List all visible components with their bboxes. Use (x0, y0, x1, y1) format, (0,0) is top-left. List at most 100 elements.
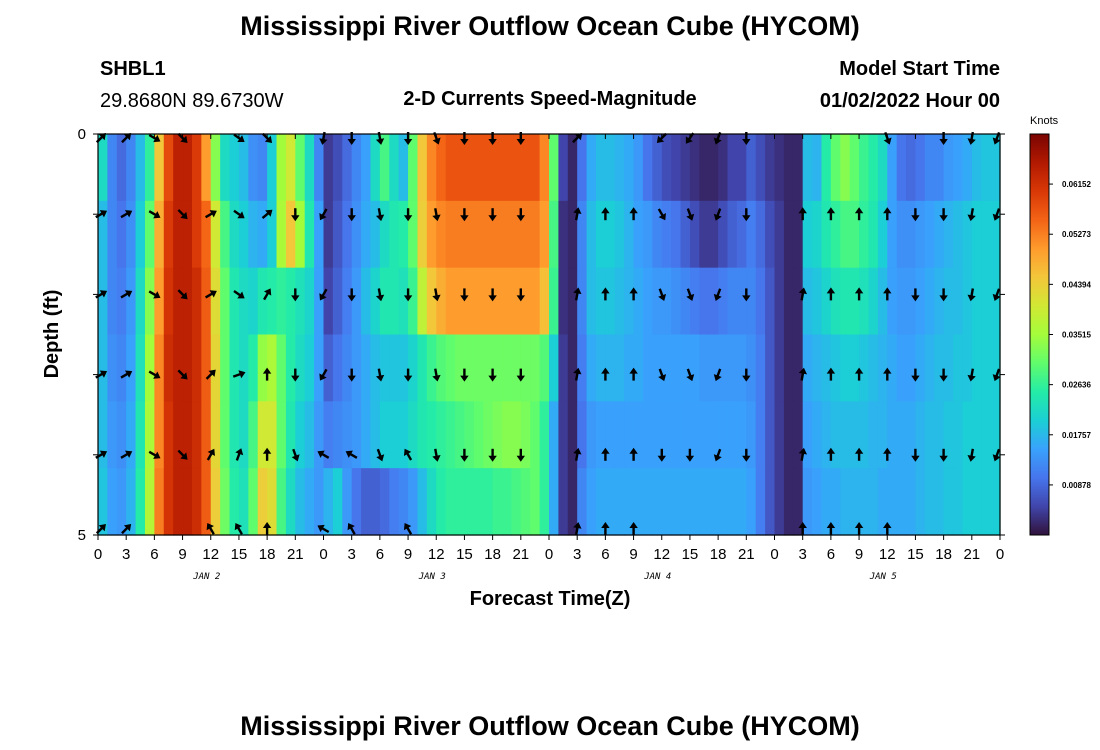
heatmap-cell (201, 200, 212, 269)
heatmap-cell (558, 267, 569, 336)
heatmap-cell (718, 401, 729, 469)
heatmap-cell (671, 134, 682, 202)
heatmap-cell (708, 267, 719, 336)
current-arrow (432, 448, 441, 462)
current-arrow (883, 367, 892, 381)
heatmap-cell (680, 334, 691, 402)
heatmap-cell (116, 134, 127, 202)
heatmap-cell (502, 468, 513, 536)
heatmap-cell (379, 334, 390, 402)
current-arrow (798, 287, 808, 301)
current-arrow (798, 447, 808, 461)
heatmap-cell (304, 468, 315, 536)
heatmap-cell (558, 334, 569, 402)
heatmap-cell (802, 334, 813, 402)
heatmap-cell (718, 334, 729, 402)
heatmap-cell (755, 334, 766, 402)
current-arrow (319, 208, 328, 221)
heatmap-cell (116, 401, 127, 469)
heatmap-cell (370, 401, 381, 469)
heatmap-cell (736, 200, 747, 269)
x-tick-label: 9 (178, 546, 186, 563)
colorbar-tick-label: 0.03515 (1062, 331, 1091, 340)
station-coords: 29.8680N 89.6730W (100, 90, 284, 112)
heatmap-cell (135, 267, 146, 336)
heatmap-cell (210, 200, 221, 269)
x-tick-label: 3 (122, 546, 130, 563)
heatmap-cell (163, 267, 174, 336)
heatmap-cell (605, 334, 616, 402)
heatmap-cell (173, 401, 184, 469)
heatmap-cell (436, 200, 447, 269)
current-arrow (911, 368, 920, 382)
current-arrow (798, 522, 807, 535)
current-arrow (488, 208, 497, 222)
current-arrow (233, 289, 245, 299)
heatmap-cell (135, 200, 146, 269)
heatmap-cell (595, 267, 606, 336)
heatmap-cell (492, 468, 503, 536)
heatmap-cell (408, 334, 419, 402)
heatmap-cell (361, 334, 372, 402)
heatmap-cell (220, 134, 231, 202)
heatmap-cell (924, 267, 935, 336)
heatmap-cell (671, 401, 682, 469)
heatmap-cell (126, 334, 137, 402)
page-title: Mississippi River Outflow Ocean Cube (HY… (240, 11, 860, 41)
heatmap-cell (351, 468, 362, 536)
heatmap-cell (135, 468, 146, 536)
heatmap-cell (736, 134, 747, 202)
current-arrow (177, 369, 188, 380)
heatmap-cell (652, 468, 663, 536)
current-arrow (601, 207, 610, 221)
heatmap-cell (605, 401, 616, 469)
heatmap-cell (267, 401, 278, 469)
heatmap-cell (511, 200, 522, 269)
heatmap-cell (511, 134, 522, 202)
current-arrow (826, 367, 836, 381)
current-arrow (120, 290, 133, 299)
heatmap-cell (821, 468, 832, 536)
heatmap-cell (765, 267, 776, 336)
heatmap-cell (351, 334, 362, 402)
heatmap-cell (398, 200, 409, 269)
heatmap-cell (849, 200, 860, 269)
heatmap-cell (257, 401, 268, 469)
heatmap-cell (868, 134, 879, 202)
heatmap-cell (398, 334, 409, 402)
x-tick-label: 21 (963, 546, 980, 563)
current-arrow (573, 207, 582, 221)
heatmap-cell (191, 401, 202, 469)
heatmap-cell (257, 267, 268, 336)
heatmap-cell (304, 134, 315, 202)
heatmap-cell (464, 468, 475, 536)
x-tick-label: 3 (573, 546, 581, 563)
heatmap-cell (962, 334, 973, 402)
heatmap-cell (934, 267, 945, 336)
x-tick-label: 0 (319, 546, 327, 563)
heatmap-cell (962, 468, 973, 536)
current-arrow (148, 210, 161, 219)
heatmap-cell (953, 200, 964, 269)
heatmap-cell (530, 334, 541, 402)
current-arrow (205, 290, 217, 299)
heatmap-cell (793, 267, 804, 336)
heatmap-cell (877, 401, 888, 469)
heatmap-cell (624, 334, 635, 402)
heatmap-cell (314, 334, 325, 402)
heatmap-cell (953, 401, 964, 469)
current-arrow (686, 208, 695, 221)
heatmap-cell (210, 267, 221, 336)
heatmap-cell (577, 334, 588, 402)
current-arrow (798, 367, 808, 381)
heatmap-cell (943, 134, 954, 202)
current-arrow (854, 287, 864, 301)
current-arrow (854, 447, 864, 461)
heatmap-cell (906, 200, 917, 269)
heatmap-cell (191, 134, 202, 202)
heatmap-cell (238, 334, 249, 402)
heatmap-cell (971, 401, 982, 469)
current-arrow (854, 522, 864, 535)
heatmap-cell (577, 468, 588, 536)
heatmap-cell (577, 401, 588, 469)
